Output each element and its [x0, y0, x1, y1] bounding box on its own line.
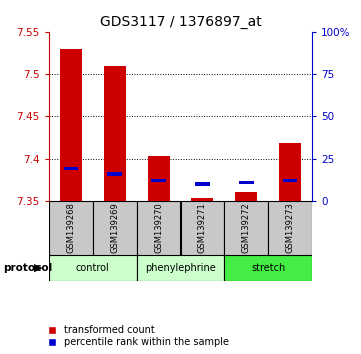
Bar	[93, 201, 136, 255]
Text: control: control	[76, 263, 109, 273]
Bar	[225, 255, 312, 281]
Text: GSM139269: GSM139269	[110, 202, 119, 253]
Text: ▶: ▶	[34, 263, 42, 273]
Bar	[60, 49, 82, 201]
Text: protocol: protocol	[4, 263, 53, 273]
Bar	[49, 255, 136, 281]
Text: stretch: stretch	[251, 263, 286, 273]
Bar	[136, 201, 180, 255]
Bar	[64, 167, 78, 170]
Text: phenylephrine: phenylephrine	[145, 263, 216, 273]
Bar	[180, 201, 225, 255]
Bar	[279, 143, 301, 201]
Bar	[104, 65, 126, 201]
Legend: transformed count, percentile rank within the sample: transformed count, percentile rank withi…	[46, 323, 231, 349]
Bar	[151, 179, 166, 182]
Text: GSM139268: GSM139268	[66, 202, 75, 253]
Bar	[283, 179, 297, 182]
Bar	[239, 181, 253, 184]
Text: GSM139270: GSM139270	[154, 202, 163, 253]
Bar	[195, 182, 210, 185]
Bar	[108, 172, 122, 176]
Text: GSM139272: GSM139272	[242, 202, 251, 253]
Bar	[235, 193, 257, 201]
Title: GDS3117 / 1376897_at: GDS3117 / 1376897_at	[100, 16, 261, 29]
Text: GSM139271: GSM139271	[198, 202, 207, 253]
Bar	[191, 198, 213, 201]
Bar	[136, 255, 225, 281]
Bar	[49, 201, 93, 255]
Bar	[225, 201, 268, 255]
Bar	[148, 156, 170, 201]
Bar	[268, 201, 312, 255]
Text: GSM139273: GSM139273	[286, 202, 295, 253]
